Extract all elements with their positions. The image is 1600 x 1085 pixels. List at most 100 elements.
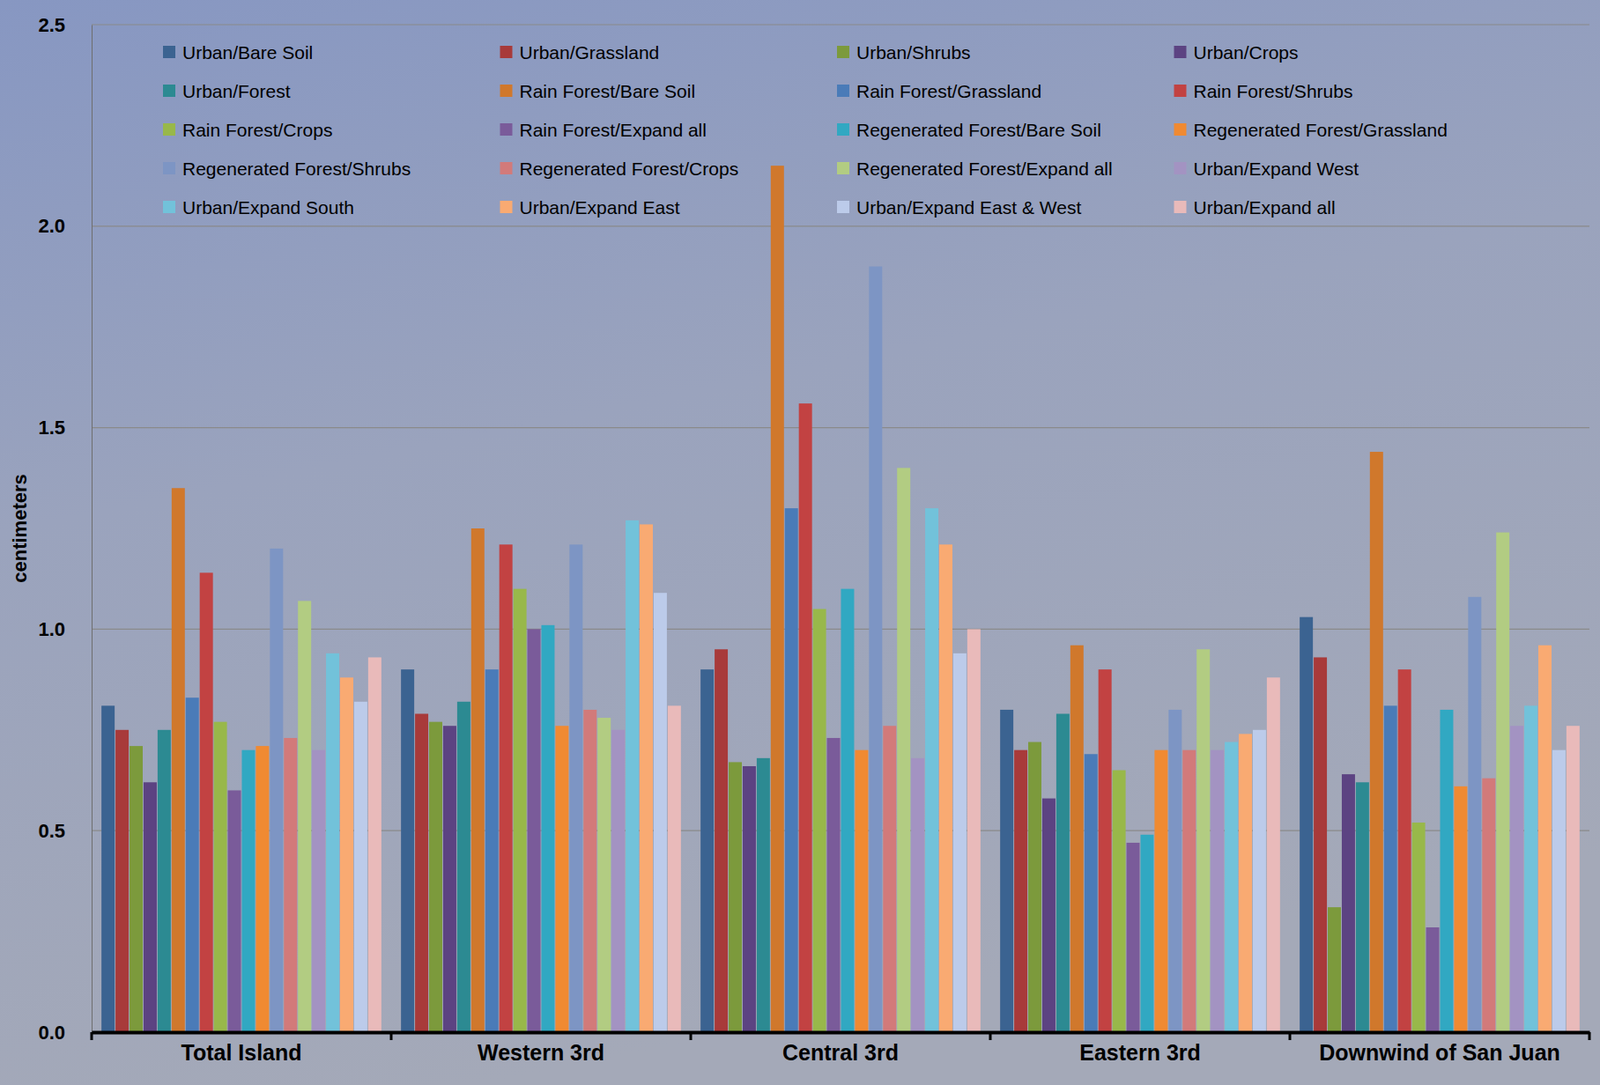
legend-item: Rain Forest/Bare Soil (500, 81, 697, 102)
bar (1538, 645, 1552, 1033)
series (228, 629, 1440, 1033)
legend-swatch (162, 84, 176, 97)
bar (1467, 597, 1482, 1033)
bar (1056, 713, 1070, 1033)
bar (283, 738, 297, 1033)
bar (513, 589, 527, 1033)
bar (569, 544, 583, 1033)
legend-item: Rain Forest/Shrubs (1174, 81, 1354, 102)
bar (1510, 725, 1524, 1033)
series (269, 266, 1482, 1033)
legend-label: Urban/Grassland (519, 42, 660, 63)
bar (1224, 742, 1238, 1033)
bar (1552, 750, 1566, 1033)
y-axis: 0.00.51.01.52.02.5 (37, 14, 92, 1045)
bar (1168, 710, 1182, 1033)
tick-label: 0.0 (37, 1022, 66, 1045)
bar (770, 165, 785, 1033)
bar (354, 702, 368, 1033)
bars (101, 165, 1580, 1033)
bar (1453, 786, 1467, 1033)
series (283, 710, 1496, 1033)
category-label: Western 3rd (477, 1040, 605, 1066)
bar (1398, 669, 1412, 1033)
bar (1439, 710, 1453, 1033)
legend: Urban/Bare Soil Urban/Grassland Urban/Shru… (162, 42, 1448, 218)
bar (1412, 822, 1426, 1033)
series (255, 725, 1467, 1033)
legend-label: Urban/Shrubs (856, 42, 971, 63)
legend-item: Rain Forest/Expand all (500, 119, 707, 141)
bar (171, 488, 186, 1033)
category-label: Total Island (180, 1040, 302, 1066)
legend-label: Urban/Crops (1193, 42, 1299, 63)
legend-swatch (1174, 84, 1187, 97)
bar (241, 750, 255, 1033)
legend-item: Urban/Expand East (500, 197, 681, 218)
bar (1327, 907, 1341, 1033)
bar (1112, 770, 1126, 1033)
legend-swatch (162, 200, 176, 214)
tick: Central 3rd (782, 1032, 899, 1066)
tick: 2.5 (37, 14, 92, 37)
legend-item: Urban/Bare Soil (162, 42, 313, 63)
category-label: Central 3rd (782, 1040, 899, 1066)
bar (583, 710, 597, 1033)
bar (1028, 742, 1042, 1033)
legend-item: Regenerated Forest/Bare Soil (837, 119, 1102, 141)
bar (639, 524, 653, 1033)
bar (1084, 754, 1098, 1033)
bar (269, 548, 283, 1033)
bar (1140, 835, 1154, 1033)
series (157, 702, 1370, 1033)
bar (896, 467, 911, 1033)
series (185, 508, 1398, 1033)
axis-line (91, 25, 93, 1034)
separator (689, 1032, 693, 1041)
legend-item: Regenerated Forest/Expand all (837, 158, 1113, 179)
tick-label: 0.5 (37, 820, 66, 843)
bar (1252, 730, 1267, 1033)
bar (200, 572, 214, 1033)
bar (625, 520, 639, 1033)
bar (1341, 774, 1356, 1033)
bar (1566, 725, 1580, 1033)
bar (882, 725, 897, 1033)
bar (868, 266, 882, 1033)
bar (967, 629, 981, 1033)
bar (1299, 617, 1313, 1033)
tick-label: 1.0 (37, 618, 66, 641)
bar (1014, 750, 1028, 1033)
bar (1426, 927, 1440, 1033)
bar (1481, 778, 1496, 1033)
bar (400, 669, 415, 1033)
bar (228, 790, 242, 1033)
axis-title: centimeters (8, 474, 31, 584)
bar (813, 609, 827, 1033)
bar (1384, 705, 1398, 1033)
bar (297, 600, 312, 1033)
tick: Downwind of San Juan (1318, 1032, 1561, 1066)
bar (756, 758, 771, 1033)
legend-swatch (162, 45, 176, 59)
legend-label: Regenerated Forest/Grassland (1193, 119, 1448, 141)
separator (989, 1032, 993, 1041)
legend-label: Regenerated Forest/Shrubs (182, 158, 411, 179)
bar (1496, 533, 1510, 1033)
bar (527, 629, 541, 1033)
tick: Total Island (180, 1032, 302, 1066)
bar (1238, 733, 1252, 1033)
grid-line (91, 427, 1590, 429)
legend-item: Regenerated Forest/Crops (500, 158, 740, 179)
legend-swatch (837, 84, 850, 97)
bar (368, 657, 382, 1033)
bar (1196, 649, 1210, 1033)
series (115, 649, 1327, 1033)
bar (471, 528, 485, 1033)
group-separators (91, 1032, 1590, 1041)
legend-swatch (1174, 162, 1187, 175)
grid-line (91, 225, 1590, 227)
bar (653, 592, 667, 1033)
legend-swatch (162, 123, 176, 136)
legend-label: Regenerated Forest/Bare Soil (856, 119, 1102, 141)
